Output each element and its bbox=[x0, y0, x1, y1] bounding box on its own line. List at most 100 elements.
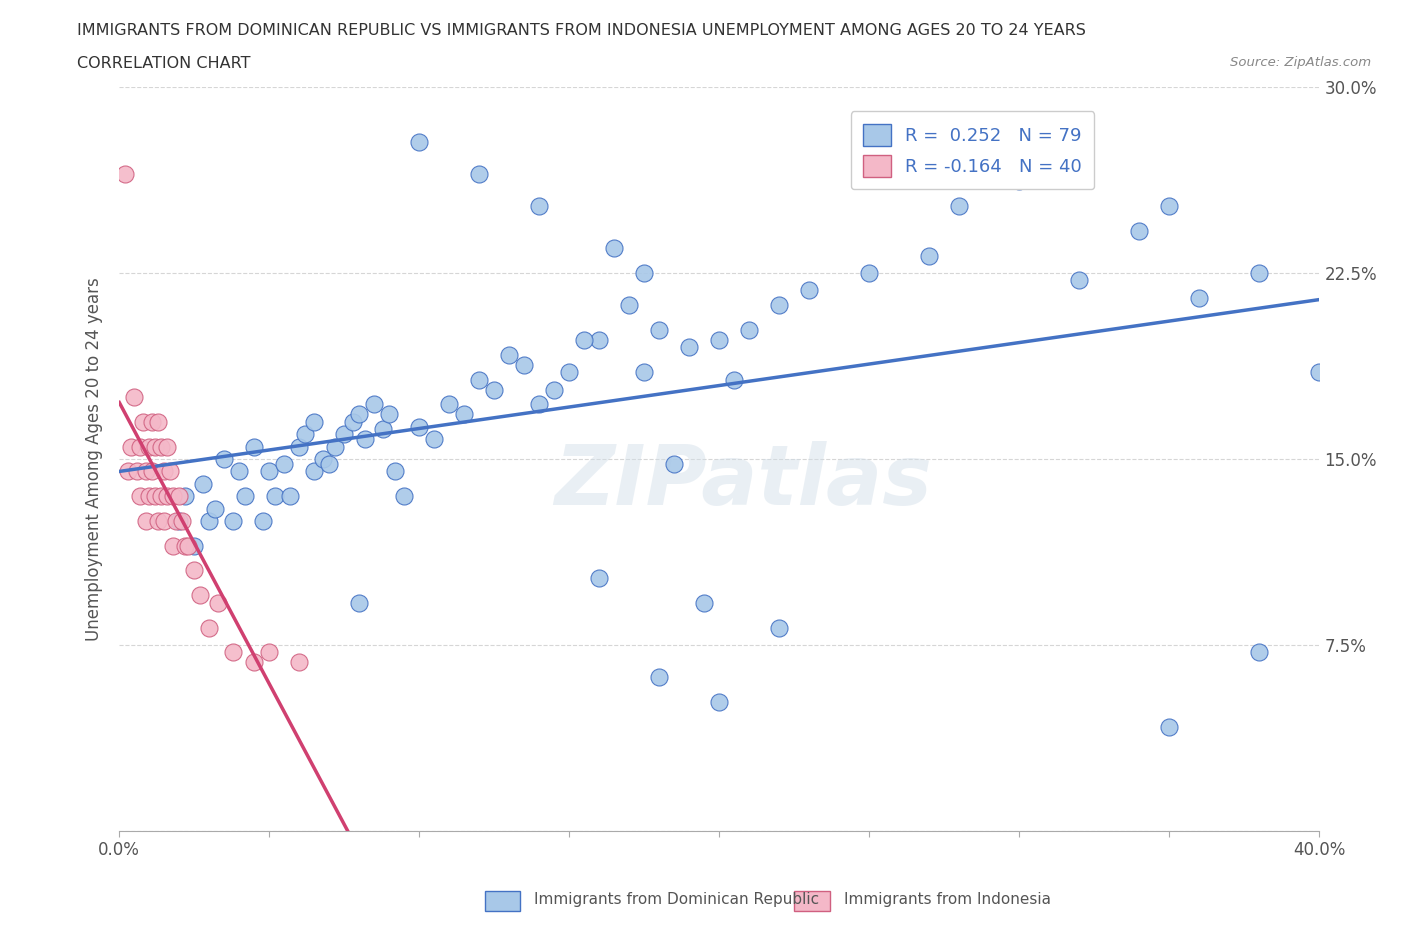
Point bbox=[1159, 719, 1181, 734]
Point bbox=[162, 538, 184, 553]
Point bbox=[204, 501, 226, 516]
Point bbox=[193, 476, 215, 491]
Point bbox=[174, 488, 197, 503]
Point bbox=[768, 298, 790, 312]
Point bbox=[120, 439, 142, 454]
Point bbox=[304, 415, 326, 430]
Point bbox=[183, 538, 205, 553]
Point bbox=[141, 415, 163, 430]
Point bbox=[1249, 266, 1271, 281]
Point bbox=[129, 439, 152, 454]
Point bbox=[619, 298, 641, 312]
Point bbox=[228, 464, 250, 479]
Point bbox=[384, 464, 406, 479]
Point bbox=[304, 464, 326, 479]
Point bbox=[162, 488, 184, 503]
Point bbox=[574, 333, 596, 348]
Point bbox=[198, 620, 221, 635]
Point bbox=[738, 323, 761, 338]
Point bbox=[114, 166, 136, 181]
Point bbox=[754, 67, 776, 82]
Point bbox=[1069, 273, 1091, 288]
Point bbox=[129, 488, 152, 503]
Point bbox=[633, 365, 655, 379]
Point bbox=[127, 464, 149, 479]
Point bbox=[664, 457, 686, 472]
Point bbox=[259, 644, 281, 659]
Point bbox=[259, 464, 281, 479]
Point bbox=[174, 538, 197, 553]
Y-axis label: Unemployment Among Ages 20 to 24 years: Unemployment Among Ages 20 to 24 years bbox=[86, 277, 103, 641]
Point bbox=[150, 439, 173, 454]
Point bbox=[148, 415, 170, 430]
Point bbox=[278, 488, 301, 503]
Point bbox=[678, 340, 700, 355]
Point bbox=[294, 427, 316, 442]
Point bbox=[1308, 365, 1330, 379]
Text: Source: ZipAtlas.com: Source: ZipAtlas.com bbox=[1230, 56, 1371, 69]
Point bbox=[243, 439, 266, 454]
Point bbox=[323, 439, 346, 454]
Point bbox=[693, 595, 716, 610]
Point bbox=[1159, 199, 1181, 214]
Point bbox=[288, 655, 311, 670]
Point bbox=[498, 348, 520, 363]
Point bbox=[198, 513, 221, 528]
Text: Immigrants from Dominican Republic: Immigrants from Dominican Republic bbox=[534, 892, 820, 907]
Point bbox=[214, 451, 236, 466]
Point bbox=[141, 464, 163, 479]
Point bbox=[243, 655, 266, 670]
Point bbox=[948, 199, 970, 214]
Point bbox=[169, 488, 191, 503]
Point bbox=[342, 415, 364, 430]
Point bbox=[1188, 290, 1211, 305]
Text: Immigrants from Indonesia: Immigrants from Indonesia bbox=[844, 892, 1050, 907]
Point bbox=[132, 415, 155, 430]
Point bbox=[165, 513, 187, 528]
Point bbox=[918, 248, 941, 263]
Point bbox=[709, 695, 731, 710]
Point bbox=[603, 241, 626, 256]
Point bbox=[1249, 644, 1271, 659]
Point bbox=[222, 644, 245, 659]
Text: ZIPatlas: ZIPatlas bbox=[554, 441, 932, 522]
Point bbox=[143, 439, 166, 454]
Point bbox=[349, 407, 371, 422]
Point bbox=[207, 595, 229, 610]
Point bbox=[169, 513, 191, 528]
Point bbox=[333, 427, 356, 442]
Text: CORRELATION CHART: CORRELATION CHART bbox=[77, 56, 250, 71]
Legend: R =  0.252   N = 79, R = -0.164   N = 40: R = 0.252 N = 79, R = -0.164 N = 40 bbox=[851, 111, 1094, 190]
Point bbox=[484, 382, 506, 397]
Point bbox=[588, 570, 610, 585]
Point bbox=[439, 397, 461, 412]
Point bbox=[349, 595, 371, 610]
Point bbox=[138, 488, 160, 503]
Point bbox=[153, 464, 176, 479]
Point bbox=[709, 333, 731, 348]
Point bbox=[156, 439, 179, 454]
Point bbox=[633, 266, 655, 281]
Point bbox=[354, 432, 377, 446]
Point bbox=[543, 382, 565, 397]
Point bbox=[233, 488, 256, 503]
Point bbox=[768, 620, 790, 635]
Point bbox=[558, 365, 581, 379]
Point bbox=[273, 457, 295, 472]
Point bbox=[135, 513, 157, 528]
Point bbox=[172, 513, 194, 528]
Point bbox=[252, 513, 274, 528]
Point bbox=[143, 488, 166, 503]
Point bbox=[153, 513, 176, 528]
Point bbox=[453, 407, 475, 422]
Text: IMMIGRANTS FROM DOMINICAN REPUBLIC VS IMMIGRANTS FROM INDONESIA UNEMPLOYMENT AMO: IMMIGRANTS FROM DOMINICAN REPUBLIC VS IM… bbox=[77, 23, 1087, 38]
Point bbox=[648, 670, 671, 684]
Point bbox=[148, 513, 170, 528]
Point bbox=[150, 488, 173, 503]
Point bbox=[408, 419, 430, 434]
Point bbox=[858, 266, 880, 281]
Point bbox=[222, 513, 245, 528]
Point bbox=[529, 397, 551, 412]
Point bbox=[135, 464, 157, 479]
Point bbox=[799, 283, 821, 298]
